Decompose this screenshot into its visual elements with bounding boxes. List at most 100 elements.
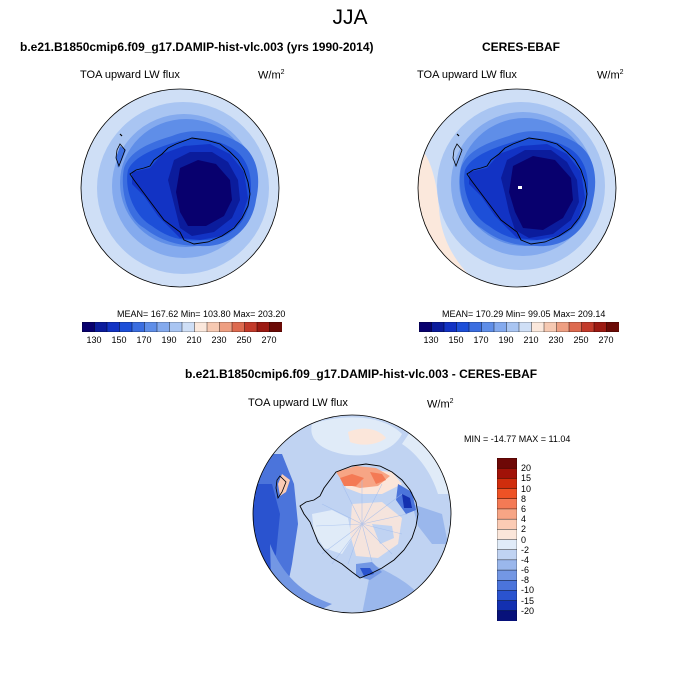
figure-title: JJA (332, 6, 368, 29)
diff-panel-title: b.e21.B1850cmip6.f09_g17.DAMIP-hist-vlc.… (185, 367, 538, 381)
diff-colorbar-tick-label: 4 (521, 514, 527, 525)
obs-colorbar-swatch (493, 322, 508, 332)
diff-colorbar-swatch (497, 549, 517, 561)
model-colorbar-tick-label: 170 (136, 335, 152, 345)
diff-colorbar-tick-label: 2 (521, 524, 527, 535)
model-colorbar-swatch (119, 322, 133, 332)
model-colorbar-swatch (194, 322, 208, 332)
obs-colorbar-swatch (593, 322, 608, 332)
diff-colorbar-swatch (497, 458, 517, 469)
obs-colorbar-swatch (581, 322, 595, 332)
diff-colorbar-tick-label: 15 (521, 473, 532, 484)
obs-colorbar (419, 322, 619, 332)
obs-colorbar-tick-label: 190 (498, 335, 514, 345)
diff-colorbar-tick-label: 8 (521, 493, 527, 504)
model-colorbar-tick-label: 130 (86, 335, 102, 345)
model-panel-title: b.e21.B1850cmip6.f09_g17.DAMIP-hist-vlc.… (20, 40, 374, 54)
obs-colorbar-swatch (443, 322, 458, 332)
model-colorbar-swatch (131, 322, 146, 332)
model-colorbar-swatch (219, 322, 233, 332)
diff-colorbar-swatch (497, 478, 517, 490)
obs-colorbar-tick-label: 150 (448, 335, 464, 345)
diff-colorbar-tick-label: 10 (521, 483, 532, 494)
diff-colorbar-swatch (497, 580, 517, 591)
model-colorbar-tick-label: 150 (111, 335, 127, 345)
diff-colorbar-swatch (497, 610, 517, 621)
obs-colorbar-swatch (468, 322, 483, 332)
obs-colorbar-swatch (506, 322, 520, 332)
diff-polar-map (252, 414, 452, 614)
obs-polar-map (417, 88, 617, 288)
diff-colorbar-tick-label: 6 (521, 503, 527, 514)
diff-colorbar-swatch (497, 539, 517, 551)
model-colorbar-swatch (231, 322, 246, 332)
obs-colorbar-tick-label: 230 (548, 335, 564, 345)
model-colorbar (82, 322, 282, 332)
obs-stats: MEAN= 170.29 Min= 99.05 Max= 209.14 (442, 309, 606, 319)
model-colorbar-swatch (94, 322, 108, 332)
obs-colorbar-tick-label: 270 (598, 335, 614, 345)
diff-colorbar (497, 458, 517, 621)
model-colorbar-tick-label: 210 (186, 335, 202, 345)
model-colorbar-swatch (244, 322, 258, 332)
diff-colorbar-tick-label: -20 (521, 605, 535, 616)
diff-colorbar-swatch (497, 600, 517, 612)
obs-colorbar-tick-label: 130 (423, 335, 439, 345)
diff-colorbar-tick-label: -15 (521, 595, 535, 606)
diff-colorbar-swatch (497, 467, 517, 479)
model-colorbar-tick-label: 230 (211, 335, 227, 345)
model-variable-label: TOA upward LW flux (80, 69, 180, 81)
diff-colorbar-swatch (497, 590, 517, 602)
obs-colorbar-swatch (518, 322, 533, 332)
diff-colorbar-swatch (497, 529, 517, 540)
diff-colorbar-labels: 20 15 10 8 6 4 2 0 -2 -4 -6 -8 -10 -15 -20 (521, 458, 551, 621)
obs-variable-label: TOA upward LW flux (417, 69, 517, 81)
obs-colorbar-swatch (431, 322, 445, 332)
obs-colorbar-swatch (568, 322, 583, 332)
diff-units-label: W/m2 (427, 398, 454, 411)
model-colorbar-swatch (106, 322, 121, 332)
model-units-label: W/m2 (258, 69, 285, 82)
obs-colorbar-swatch (456, 322, 470, 332)
diff-colorbar-tick-label: -6 (521, 565, 530, 576)
obs-colorbar-labels: 130 150 170 190 210 230 250 270 (419, 335, 619, 349)
obs-colorbar-swatch (606, 322, 619, 332)
model-colorbar-swatch (256, 322, 271, 332)
obs-panel-title: CERES-EBAF (482, 40, 561, 54)
obs-colorbar-swatch (481, 322, 495, 332)
diff-colorbar-swatch (497, 559, 517, 571)
diff-colorbar-tick-label: 20 (521, 463, 532, 474)
model-colorbar-tick-label: 270 (261, 335, 277, 345)
model-colorbar-tick-label: 190 (161, 335, 177, 345)
diff-colorbar-swatch (497, 569, 517, 581)
diff-colorbar-tick-label: -4 (521, 554, 530, 565)
diff-variable-label: TOA upward LW flux (248, 397, 348, 409)
diff-colorbar-tick-label: -10 (521, 585, 535, 596)
diff-colorbar-tick-label: 0 (521, 534, 527, 545)
obs-colorbar-swatch (556, 322, 570, 332)
model-colorbar-swatch (156, 322, 171, 332)
obs-units-label: W/m2 (597, 69, 624, 82)
model-colorbar-swatch (206, 322, 221, 332)
model-colorbar-swatch (181, 322, 196, 332)
obs-colorbar-swatch (419, 322, 433, 332)
diff-colorbar-tick-label: -8 (521, 575, 530, 586)
model-polar-map (80, 88, 280, 288)
diff-colorbar-swatch (497, 508, 517, 520)
obs-colorbar-tick-label: 250 (573, 335, 589, 345)
model-colorbar-tick-label: 250 (236, 335, 252, 345)
obs-colorbar-swatch (531, 322, 545, 332)
model-colorbar-swatch (269, 322, 282, 332)
model-stats: MEAN= 167.62 Min= 103.80 Max= 203.20 (117, 309, 286, 319)
obs-colorbar-swatch (543, 322, 558, 332)
diff-colorbar-swatch (497, 498, 517, 510)
model-colorbar-swatch (169, 322, 183, 332)
diff-colorbar-tick-label: -2 (521, 544, 530, 555)
obs-colorbar-tick-label: 210 (523, 335, 539, 345)
obs-colorbar-tick-label: 170 (473, 335, 489, 345)
model-colorbar-swatch (144, 322, 158, 332)
diff-stats: MIN = -14.77 MAX = 11.04 (464, 434, 571, 444)
model-colorbar-labels: 130 150 170 190 210 230 250 270 (82, 335, 282, 349)
model-colorbar-swatch (82, 322, 96, 332)
diff-colorbar-swatch (497, 488, 517, 500)
